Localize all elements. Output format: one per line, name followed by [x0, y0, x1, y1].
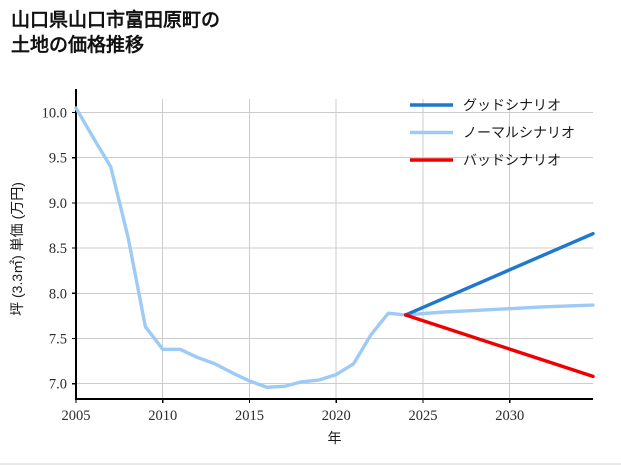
y-tick-label: 7.0	[49, 377, 67, 393]
x-tick-labels-group: 2005 2010 2015 2020 2025 2030	[62, 408, 525, 424]
x-tick-label: 2020	[322, 408, 351, 424]
y-axis-title: 坪 (3.3㎡) 単価 (万円)	[9, 182, 25, 316]
x-tick-label: 2030	[495, 408, 524, 424]
chart-title-line2: 土地の価格推移	[11, 35, 145, 57]
y-tick-label: 10.0	[42, 106, 67, 122]
series-line-normal	[74, 106, 595, 389]
chart-title: 山口県山口市富田原町の 土地の価格推移	[11, 8, 411, 58]
y-tick-labels-group: 7.0 7.5 8.0 8.5 9.0 9.5 10.0	[42, 106, 67, 393]
series-line-bad	[403, 313, 595, 379]
series-line-good	[403, 231, 595, 317]
y-tick-label: 8.5	[49, 241, 67, 257]
x-axis-title: 年	[328, 430, 342, 446]
y-tick-label: 9.0	[49, 196, 67, 212]
x-tick-label: 2015	[235, 408, 264, 424]
x-tick-label: 2010	[148, 408, 177, 424]
y-tick-label: 7.5	[49, 331, 67, 347]
legend-label: グッドシナリオ	[463, 97, 561, 113]
legend-label: バッドシナリオ	[463, 152, 561, 168]
x-tick-label: 2025	[408, 408, 437, 424]
axis-spines-group	[74, 89, 593, 401]
data-series-group	[74, 106, 595, 389]
y-tick-label: 9.5	[49, 151, 67, 167]
y-tick-label: 8.0	[49, 286, 67, 302]
axis-titles-group: 年 坪 (3.3㎡) 単価 (万円)	[9, 182, 342, 446]
legend-label: ノーマルシナリオ	[463, 125, 575, 141]
chart-title-line1: 山口県山口市富田原町の	[11, 10, 221, 31]
axis-ticks-group	[72, 111, 511, 403]
x-tick-label: 2005	[62, 408, 91, 424]
gridlines-group	[75, 99, 593, 399]
